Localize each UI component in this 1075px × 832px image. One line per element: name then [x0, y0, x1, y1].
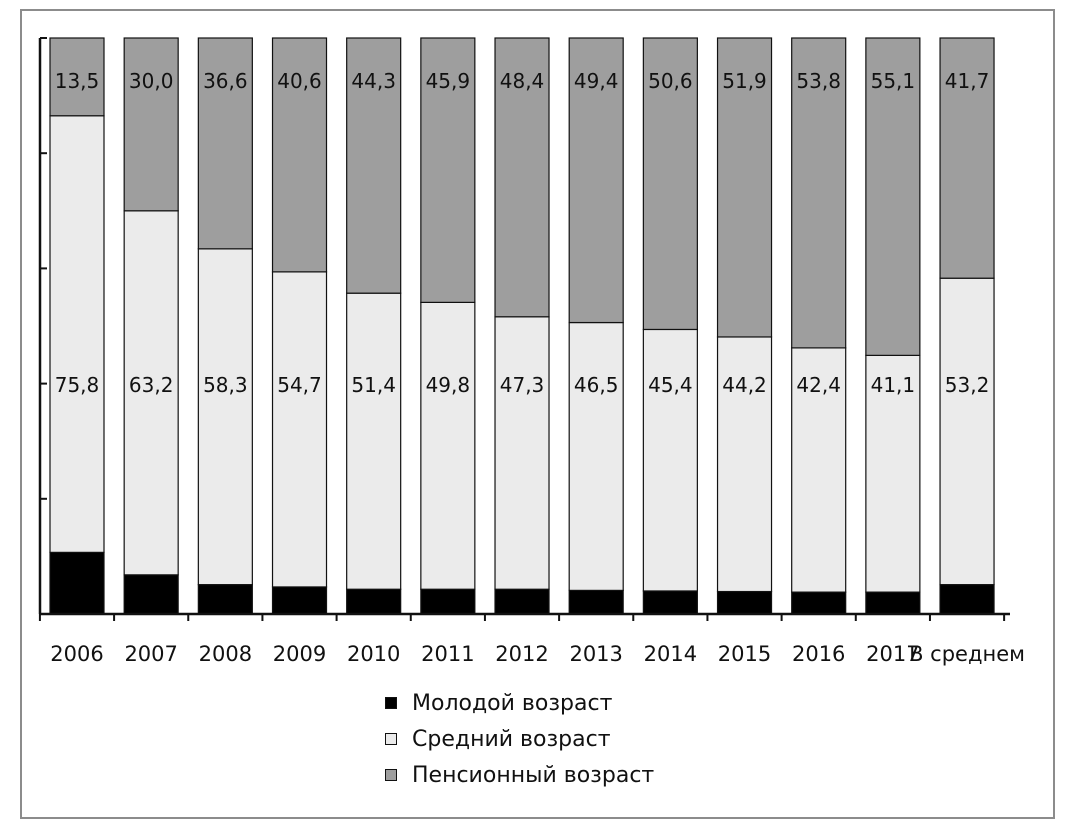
x-tick-label: 2016	[792, 642, 845, 666]
value-label-middle: 41,1	[871, 373, 916, 397]
bar-young	[568, 589, 624, 615]
value-label-middle: 75,8	[55, 373, 100, 397]
bar-pension	[271, 37, 328, 273]
bar-middle	[716, 336, 773, 593]
value-label-pension: 30,0	[129, 69, 174, 93]
value-label-pension: 44,3	[351, 69, 396, 93]
bar-middle	[568, 321, 624, 591]
bar-middle	[791, 347, 847, 593]
x-tick-label: 2008	[199, 642, 252, 666]
value-label-pension: 41,7	[945, 69, 990, 93]
bar-young	[642, 590, 698, 615]
bar-pension	[123, 37, 179, 212]
value-label-pension: 55,1	[871, 69, 916, 93]
legend-item-young: Молодой возраст	[385, 685, 654, 721]
value-label-middle: 58,3	[203, 373, 248, 397]
bar-young	[271, 586, 328, 615]
bar-young	[865, 591, 921, 615]
legend-swatch-young	[385, 697, 397, 709]
x-tick-label: 2013	[569, 642, 622, 666]
bar-pension	[939, 37, 995, 279]
value-label-pension: 36,6	[203, 69, 248, 93]
bar-middle	[123, 210, 179, 576]
bar-pension	[420, 37, 476, 303]
legend-swatch-pension	[385, 769, 397, 781]
bar-pension	[791, 37, 847, 349]
value-label-pension: 40,6	[277, 69, 322, 93]
legend-item-pension: Пенсионный возраст	[385, 757, 654, 793]
value-label-pension: 53,8	[796, 69, 841, 93]
legend-item-middle: Средний возраст	[385, 721, 654, 757]
value-label-middle: 49,8	[426, 373, 471, 397]
value-label-middle: 54,7	[277, 373, 322, 397]
bar-middle	[939, 277, 995, 586]
bar-young	[197, 584, 253, 615]
bar-middle	[865, 354, 921, 593]
bar-pension	[716, 37, 773, 338]
value-label-middle: 63,2	[129, 373, 174, 397]
value-label-pension: 50,6	[648, 69, 693, 93]
legend-swatch-middle	[385, 733, 397, 745]
x-tick-label: В среднем	[909, 642, 1025, 666]
bar-young	[420, 588, 476, 615]
value-label-pension: 49,4	[574, 69, 619, 93]
value-label-middle: 42,4	[796, 373, 841, 397]
x-tick-label: 2011	[421, 642, 474, 666]
bar-middle	[494, 316, 550, 590]
x-tick-label: 2017	[866, 642, 919, 666]
bar-pension	[49, 37, 105, 117]
value-label-middle: 47,3	[500, 373, 545, 397]
x-tick-label: 2015	[718, 642, 771, 666]
value-label-middle: 51,4	[351, 373, 396, 397]
value-label-middle: 45,4	[648, 373, 693, 397]
bar-middle	[642, 328, 698, 592]
legend-label-pension: Пенсионный возраст	[412, 762, 655, 788]
bar-pension	[494, 37, 550, 318]
bar-middle	[271, 271, 328, 588]
x-tick-label: 2009	[273, 642, 326, 666]
bar-young	[123, 574, 179, 615]
bar-middle	[49, 115, 105, 553]
bar-young	[49, 551, 105, 615]
value-label-middle: 53,2	[945, 373, 990, 397]
x-tick-label: 2006	[50, 642, 103, 666]
value-label-pension: 51,9	[722, 69, 767, 93]
bar-middle	[346, 292, 402, 590]
bar-young	[346, 588, 402, 615]
bar-young	[791, 591, 847, 615]
value-label-pension: 45,9	[426, 69, 471, 93]
x-tick-label: 2012	[495, 642, 548, 666]
bar-pension	[568, 37, 624, 324]
value-label-middle: 46,5	[574, 373, 619, 397]
value-label-pension: 13,5	[55, 69, 100, 93]
bar-pension	[865, 37, 921, 356]
value-label-middle: 44,2	[722, 373, 767, 397]
legend: Молодой возраст Средний возраст Пенсионн…	[385, 685, 654, 793]
bar-middle	[420, 301, 476, 590]
bar-young	[939, 584, 995, 615]
bar-pension	[197, 37, 253, 250]
x-tick-label: 2010	[347, 642, 400, 666]
bar-young	[716, 590, 773, 615]
bar-young	[494, 588, 550, 615]
bar-middle	[197, 248, 253, 586]
legend-label-young: Молодой возраст	[412, 690, 613, 716]
value-label-pension: 48,4	[500, 69, 545, 93]
x-tick-label: 2007	[124, 642, 177, 666]
bar-pension	[346, 37, 402, 294]
legend-label-middle: Средний возраст	[412, 726, 611, 752]
x-tick-label: 2014	[644, 642, 697, 666]
bar-pension	[642, 37, 698, 331]
